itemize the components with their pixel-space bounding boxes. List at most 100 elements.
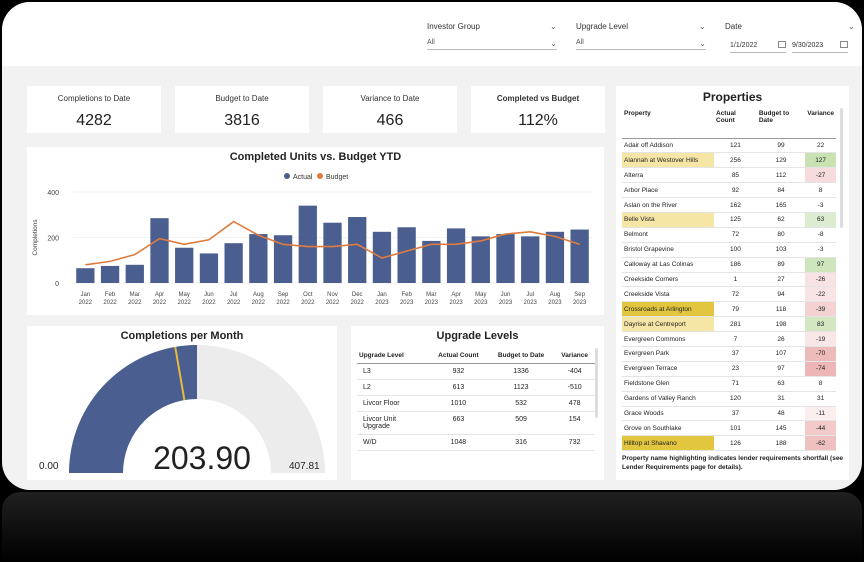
- scrollbar[interactable]: [840, 108, 843, 228]
- actual-bar: [249, 234, 268, 283]
- x-tick-month: Jan: [377, 292, 387, 298]
- actual-bar: [397, 227, 416, 283]
- actual-bar: [175, 247, 194, 283]
- gauge-fill: [69, 345, 197, 473]
- x-tick-month: Oct: [303, 292, 313, 298]
- table-cell: -22: [805, 286, 836, 303]
- table-cell: 478: [554, 395, 595, 412]
- x-tick-year: 2023: [425, 300, 439, 306]
- table-cell: 72: [714, 286, 757, 303]
- x-tick-month: Mar: [426, 292, 436, 298]
- end-date-input[interactable]: 9/30/2023: [792, 41, 848, 53]
- x-tick-year: 2022: [79, 300, 93, 306]
- gauge-svg: 181.7 203.90 0.00 407.81: [39, 344, 325, 476]
- calendar-icon[interactable]: [840, 41, 848, 48]
- property-name: Aslan on the River: [622, 197, 714, 213]
- kpi-value: 3816: [224, 112, 260, 129]
- table-cell: 509: [487, 411, 555, 435]
- property-name: Fieldstone Glen: [622, 376, 714, 392]
- property-name: Alannah at Westover Hills: [622, 152, 714, 169]
- chevron-down-icon: ⌄: [550, 39, 557, 48]
- property-name: Evergreen Terrace: [622, 361, 714, 377]
- table-cell: -3: [805, 242, 836, 258]
- actual-bar: [521, 236, 540, 283]
- column-header[interactable]: Variance: [554, 348, 595, 364]
- table-cell: -62: [805, 435, 836, 452]
- x-tick-month: Apr: [451, 292, 460, 298]
- table-row: Belmont 72 80 -8: [622, 227, 836, 243]
- actual-bar: [224, 243, 243, 283]
- table-cell: 162: [714, 197, 757, 213]
- scrollbar[interactable]: [595, 348, 598, 418]
- table-row: Evergreen Terrace 23 97 -74: [622, 361, 836, 377]
- highlight-note: Property name highlighting indicates len…: [622, 455, 844, 471]
- budget-line: [85, 220, 580, 266]
- chevron-down-icon: ⌄: [848, 22, 855, 31]
- actual-bar: [348, 217, 367, 283]
- table-cell: -44: [805, 420, 836, 437]
- property-name: Grace Woods: [622, 406, 714, 422]
- property-name: Calloway at Las Colinas: [622, 257, 714, 273]
- column-header[interactable]: Actual Count: [429, 348, 488, 364]
- x-tick-year: 2022: [103, 300, 117, 306]
- start-date-input[interactable]: 1/1/2022: [730, 41, 786, 53]
- table-cell: -3: [805, 197, 836, 213]
- table-cell: 112: [756, 167, 806, 184]
- table-cell: 532: [487, 395, 555, 412]
- column-header[interactable]: Actual Count: [714, 108, 757, 139]
- x-tick-year: 2023: [573, 300, 587, 306]
- property-name: Arbor Place: [622, 182, 714, 199]
- x-tick-month: Sep: [574, 292, 585, 298]
- column-header[interactable]: Budget to Date: [487, 348, 555, 364]
- table-row: Dayrise at Centreport 281 198 83: [622, 316, 836, 333]
- table-cell: -404: [554, 363, 595, 380]
- y-tick-label: 200: [47, 236, 59, 243]
- actual-bar: [199, 253, 219, 283]
- table-row: Livcor Unit Upgrade 663 509 154: [357, 411, 595, 435]
- table-cell: 145: [756, 420, 806, 437]
- investor-group-select[interactable]: All ⌄: [427, 39, 557, 50]
- filter-bar: Investor Group All ⌄ ⌄ Upgrade Level All ⌄…: [2, 2, 862, 66]
- column-header[interactable]: Upgrade Level: [357, 348, 429, 364]
- table-cell: Livcor Floor: [357, 395, 429, 412]
- table-row: Grove on Southlake 101 145 -44: [622, 420, 836, 437]
- calendar-icon[interactable]: [778, 41, 786, 48]
- completed-vs-budget-chart: Completed Units vs. Budget YTD Actual Bud…: [27, 147, 604, 315]
- table-row: Livcor Floor 1010 532 478: [357, 395, 595, 412]
- actual-bar: [273, 235, 293, 283]
- actual-bar: [471, 236, 490, 283]
- upgrade-level-filter[interactable]: Upgrade Level All ⌄: [576, 22, 706, 50]
- table-row: Creekside Vista 72 94 -22: [622, 286, 836, 303]
- table-cell: 84: [756, 182, 806, 199]
- investor-group-filter[interactable]: Investor Group All ⌄: [427, 22, 557, 50]
- column-header[interactable]: Property: [622, 108, 714, 139]
- x-tick-year: 2022: [301, 300, 315, 306]
- x-tick-year: 2022: [351, 300, 365, 306]
- table-cell: 188: [756, 435, 806, 452]
- property-name: Hilltop at Shavano: [622, 435, 714, 452]
- column-header[interactable]: Budget to Date: [756, 108, 806, 139]
- kpi-value: 466: [376, 112, 404, 129]
- table-cell: 85: [714, 167, 757, 184]
- actual-bar: [323, 222, 342, 283]
- gauge-max-label: 407.81: [289, 461, 320, 472]
- x-tick-month: Feb: [401, 292, 412, 298]
- x-tick-month: Jun: [204, 292, 214, 298]
- actual-bar: [76, 268, 95, 283]
- x-tick-year: 2022: [128, 300, 142, 306]
- upgrade-level-select[interactable]: All ⌄: [576, 39, 706, 50]
- table-cell: 107: [756, 346, 806, 362]
- kpi-card-budget: Budget to Date 3816: [175, 86, 309, 133]
- gauge-min-label: 0.00: [39, 461, 59, 472]
- kpi-label: Budget to Date: [215, 94, 269, 103]
- table-cell: 932: [429, 363, 488, 380]
- kpi-label: Completed vs Budget: [496, 94, 580, 103]
- column-header[interactable]: Variance: [805, 108, 836, 139]
- table-cell: 71: [714, 376, 757, 392]
- chevron-down-icon: ⌄: [550, 22, 557, 31]
- table-row: L3 932 1336 -404: [357, 363, 595, 380]
- properties-card: Properties Property Actual Count Budget to…: [616, 86, 849, 480]
- table-cell: 22: [805, 138, 836, 154]
- table-row: Alannah at Westover Hills 256 129 127: [622, 152, 836, 169]
- table-cell: 121: [714, 138, 757, 154]
